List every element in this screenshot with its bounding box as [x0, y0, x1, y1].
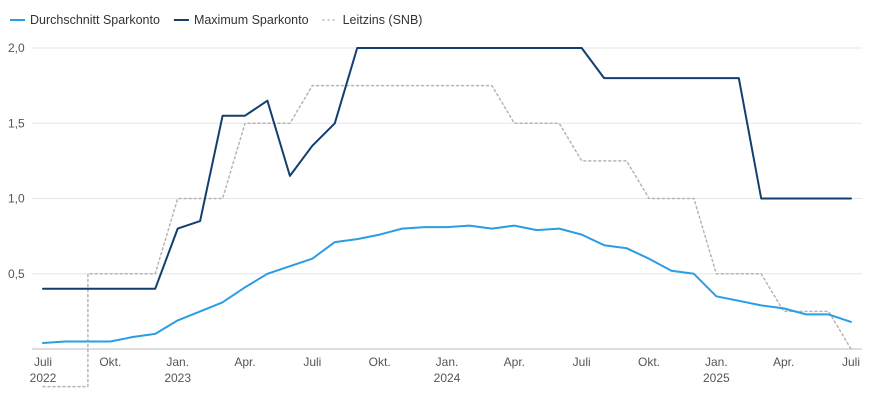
y-tick-label: 0,5	[8, 267, 25, 281]
legend-label-durchschnitt-sparkonto: Durchschnitt Sparkonto	[30, 13, 160, 27]
legend-label-maximum-sparkonto: Maximum Sparkonto	[194, 13, 309, 27]
y-axis-ticks: 0,5 1,0 1,5 2,0	[8, 41, 25, 281]
x-tick-year-label: 2024	[434, 371, 461, 385]
legend: Durchschnitt Sparkonto Maximum Sparkonto L…	[10, 13, 422, 27]
x-tick-label: Apr.	[234, 355, 255, 369]
x-tick-label: Jan.	[436, 355, 459, 369]
x-tick-label: Okt.	[369, 355, 391, 369]
x-tick-year-label: 2023	[164, 371, 191, 385]
x-tick-label: Apr.	[504, 355, 525, 369]
x-tick-label: Okt.	[99, 355, 121, 369]
y-tick-label: 2,0	[8, 41, 25, 55]
x-tick-year-label: 2025	[703, 371, 730, 385]
x-tick-label: Juli	[34, 355, 52, 369]
x-axis-ticks: Juli 2022 Okt. Jan. 2023 Apr. Juli Okt. Jan. 2024…	[30, 355, 860, 385]
x-tick-label: Okt.	[638, 355, 660, 369]
x-tick-label: Juli	[573, 355, 591, 369]
x-tick-label: Juli	[842, 355, 860, 369]
series-lines	[42, 47, 852, 388]
series-line-leitzins-snb	[42, 84, 852, 388]
series-line-maximum-sparkonto	[42, 47, 852, 290]
x-tick-label: Jan.	[166, 355, 189, 369]
y-tick-label: 1,5	[8, 116, 25, 130]
grid-lines	[32, 47, 862, 275]
x-tick-year-label: 2022	[30, 371, 57, 385]
y-tick-label: 1,0	[8, 192, 25, 206]
legend-label-leitzins-snb: Leitzins (SNB)	[343, 13, 423, 27]
x-tick-label: Juli	[303, 355, 321, 369]
x-tick-label: Apr.	[773, 355, 794, 369]
x-tick-label: Jan.	[705, 355, 728, 369]
series-line-durchschnitt-sparkonto	[42, 224, 852, 344]
